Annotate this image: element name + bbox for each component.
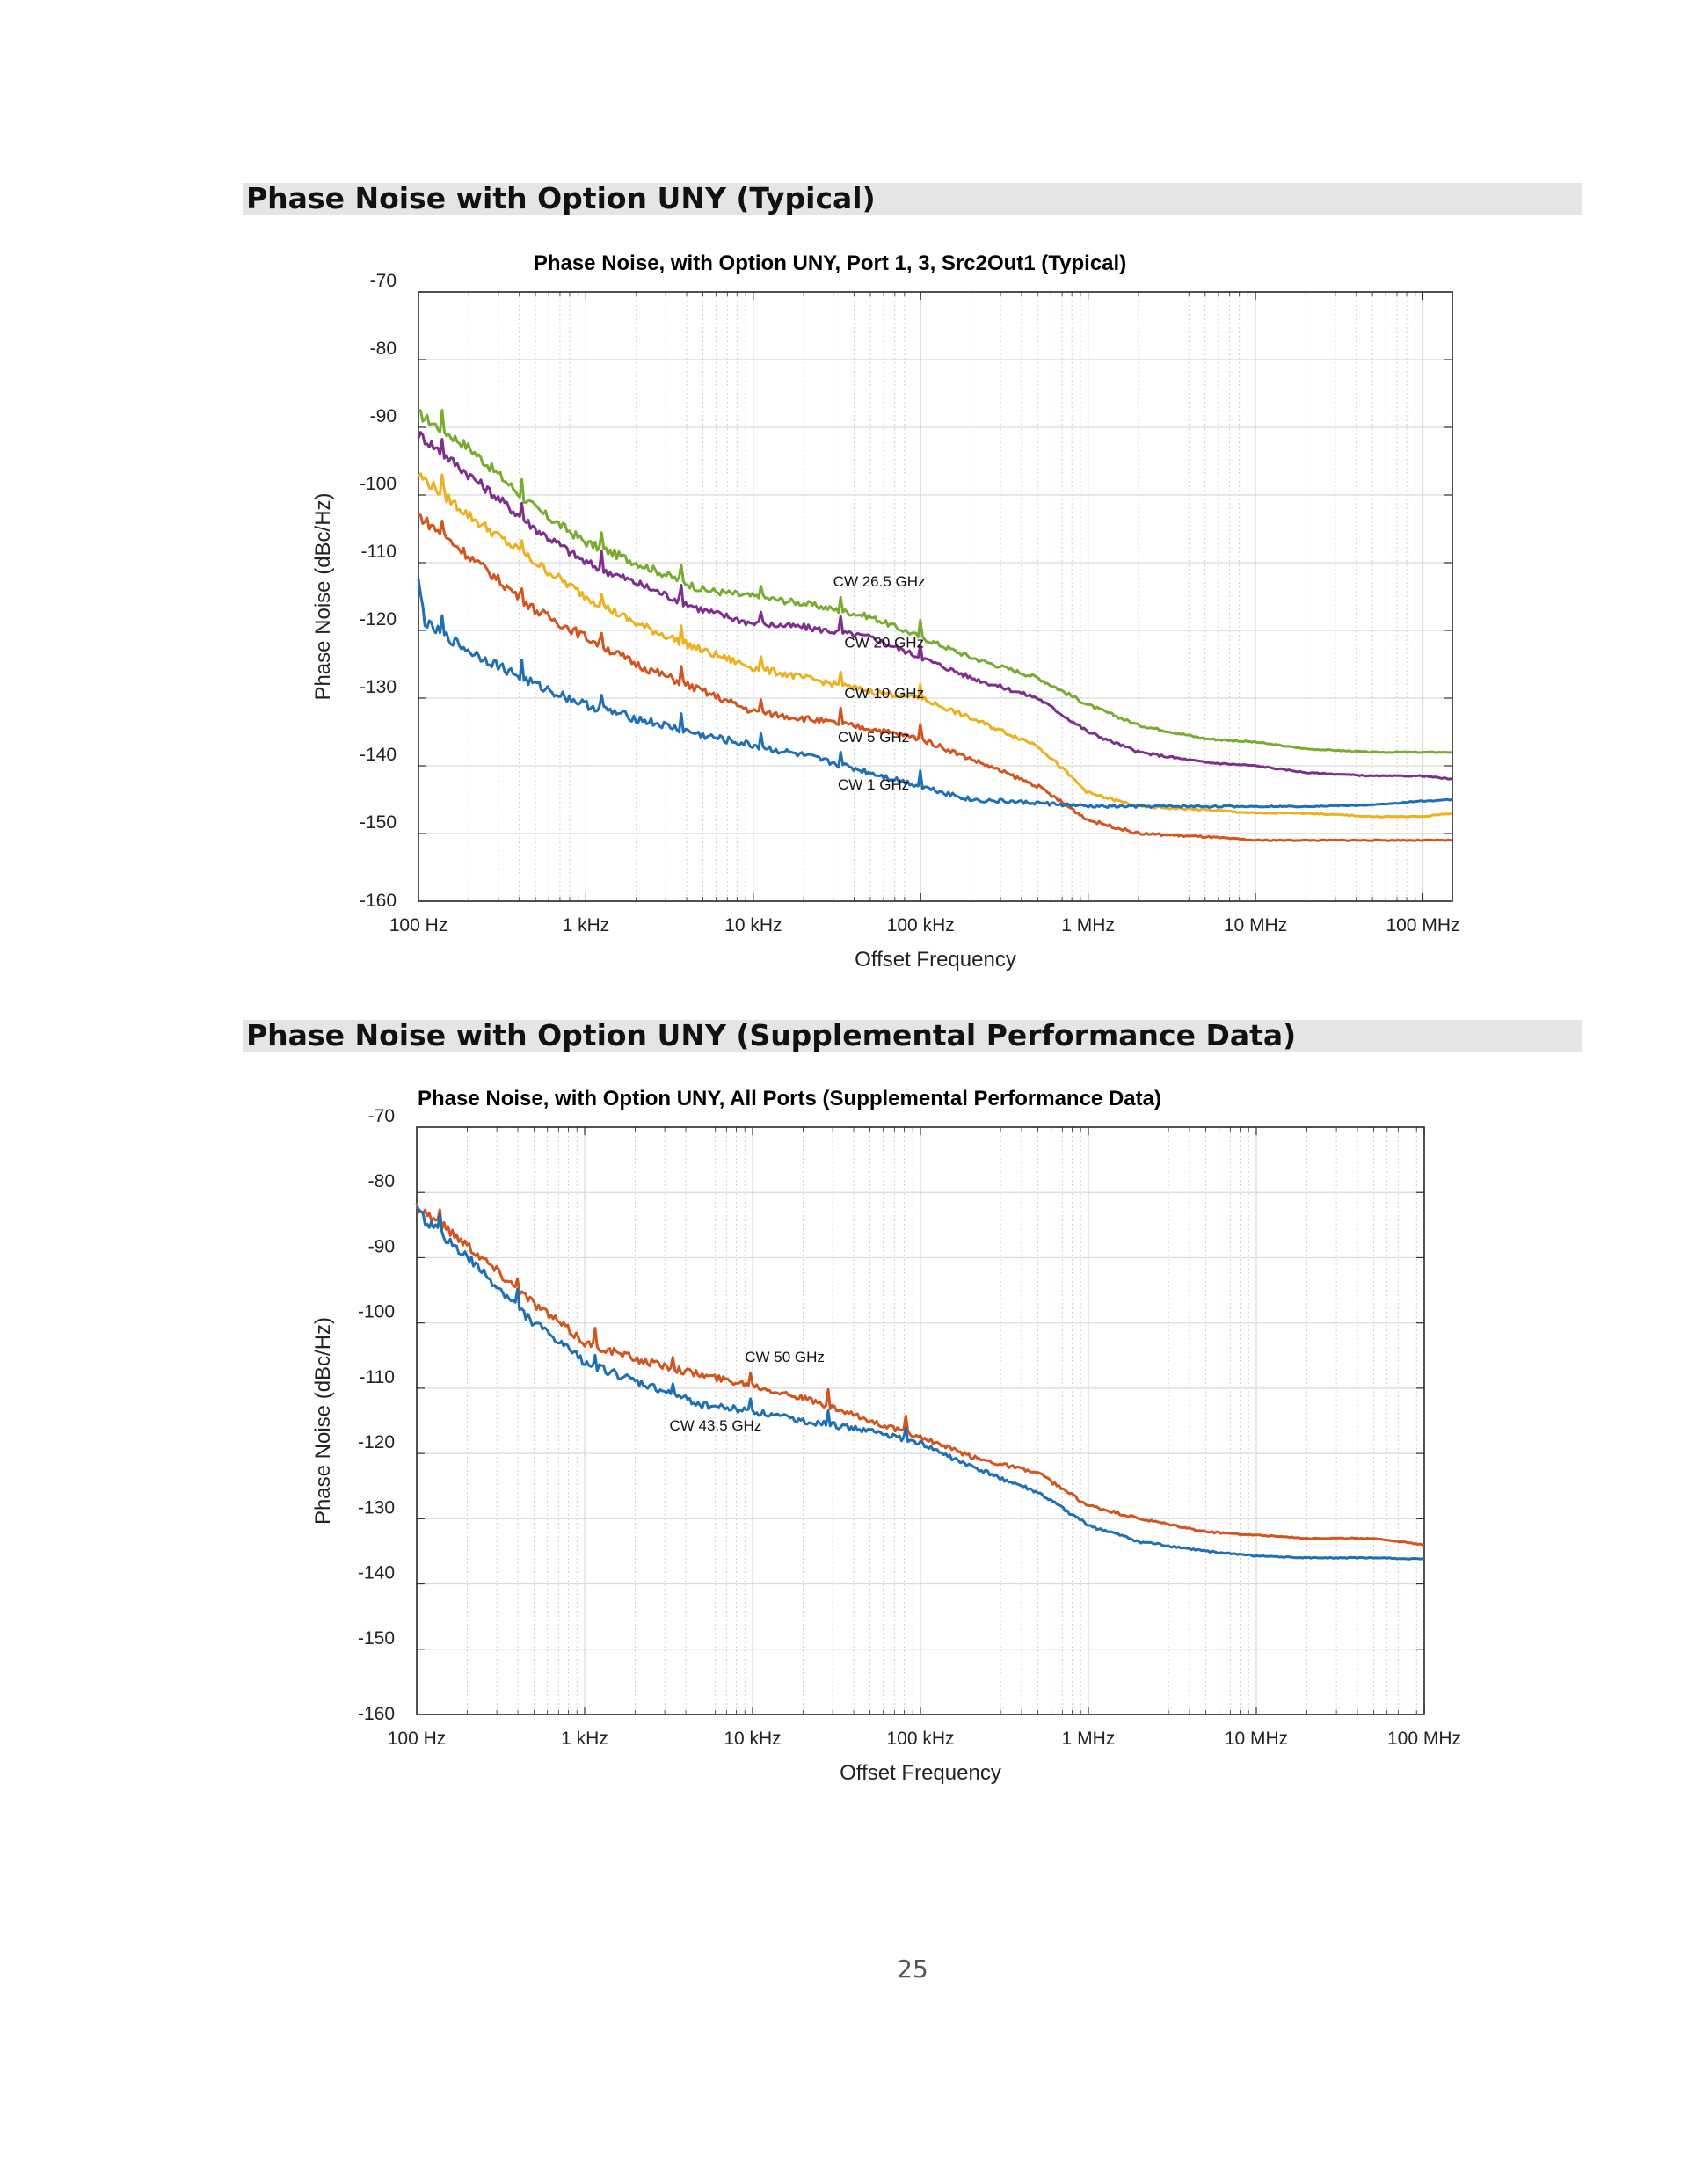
- phase-noise-chart-typical: CW 26.5 GHz CW 20 GHz CW 10 GHz CW 5 GHz CW …: [311, 251, 1459, 972]
- x-tick-label: 10 kHz: [724, 1729, 781, 1749]
- y-tick-label: -130: [360, 677, 397, 697]
- y-tick-label: -100: [358, 1302, 395, 1322]
- series-line-cw-20-ghz: [417, 431, 1452, 781]
- page-number: 25: [897, 1955, 928, 1984]
- y-tick-label: -100: [360, 474, 397, 494]
- section-title-supplemental: Phase Noise with Option UNY (Supplementa…: [246, 1018, 1297, 1052]
- y-tick-label: -90: [370, 406, 397, 426]
- y-tick-label: -70: [370, 271, 397, 291]
- section-bar-supplemental: [243, 1020, 1582, 1052]
- series-annotation-label: CW 1 GHz: [838, 776, 909, 793]
- y-tick-label: -80: [368, 1171, 395, 1191]
- x-tick-label: 10 MHz: [1225, 1729, 1288, 1749]
- x-tick-label: 1 kHz: [561, 1729, 608, 1749]
- x-tick-label: 1 MHz: [1062, 1729, 1116, 1749]
- plot-frame: [416, 1126, 1425, 1715]
- y-tick-label: -90: [368, 1236, 395, 1256]
- series-line-cw-10-ghz: [417, 472, 1453, 819]
- section-title-typical: Phase Noise with Option UNY (Typical): [246, 181, 876, 215]
- series-annotation-label: CW 10 GHz: [844, 685, 924, 702]
- series-annotation-label: CW 20 GHz: [844, 634, 924, 651]
- y-tick-label: -160: [358, 1704, 395, 1724]
- series-line-cw-5-ghz: [418, 513, 1453, 842]
- y-tick-label: -160: [360, 891, 397, 911]
- series-annotation-label: CW 50 GHz: [745, 1349, 825, 1365]
- series-line-cw-43-5-ghz: [415, 1205, 1425, 1561]
- phase-noise-chart-supplemental: CW 50 GHz CW 43.5 GHz 100 Hz 1 kHz 10 kHz 100…: [311, 1087, 1461, 1785]
- y-axis-label: Phase Noise (dBc/Hz): [311, 492, 335, 700]
- x-tick-label: 1 MHz: [1061, 915, 1115, 935]
- x-tick-label: 100 Hz: [388, 1729, 447, 1749]
- x-axis-label: Offset Frequency: [840, 1761, 1001, 1785]
- y-tick-label: -130: [358, 1497, 395, 1518]
- chart-title: Phase Noise, with Option UNY, Port 1, 3,…: [534, 251, 1126, 275]
- y-tick-label: -150: [360, 812, 397, 833]
- series-annotation-label: CW 5 GHz: [838, 729, 909, 746]
- x-tick-label: 10 MHz: [1224, 915, 1287, 935]
- x-tick-label: 100 kHz: [887, 915, 955, 935]
- series-annotation-label: CW 43.5 GHz: [669, 1417, 761, 1434]
- chart-title: Phase Noise, with Option UNY, All Ports …: [418, 1087, 1161, 1110]
- series-line-cw-1-ghz: [417, 579, 1453, 810]
- plot-frame: [418, 291, 1453, 902]
- minor-grid: [466, 1127, 1417, 1714]
- x-axis-label: Offset Frequency: [855, 948, 1016, 972]
- series-annotation-label: CW 26.5 GHz: [833, 573, 926, 590]
- series-line-cw-50-ghz: [415, 1202, 1425, 1547]
- x-tick-label: 100 kHz: [886, 1729, 954, 1749]
- y-tick-label: -80: [370, 339, 397, 359]
- major-grid: [417, 1127, 1425, 1714]
- y-tick-label: -70: [368, 1106, 395, 1126]
- y-tick-label: -150: [358, 1628, 395, 1649]
- x-tick-label: 100 MHz: [1386, 915, 1459, 935]
- y-tick-label: -140: [360, 745, 397, 765]
- x-tick-label: 100 MHz: [1387, 1729, 1461, 1749]
- series-line-cw-26-5-ghz: [418, 408, 1452, 754]
- y-tick-label: -120: [358, 1432, 395, 1452]
- minor-grid: [468, 292, 1416, 901]
- series-group: [415, 1202, 1425, 1561]
- y-axis-label: Phase Noise (dBc/Hz): [311, 1317, 335, 1525]
- y-tick-label: -110: [360, 1367, 395, 1387]
- y-tick-label: -120: [360, 609, 397, 630]
- section-bar-typical: [243, 183, 1582, 215]
- major-grid: [418, 292, 1452, 901]
- x-tick-label: 1 kHz: [563, 915, 610, 935]
- y-tick-label: -110: [361, 542, 397, 562]
- x-tick-label: 100 Hz: [389, 915, 448, 935]
- x-tick-label: 10 kHz: [724, 915, 782, 935]
- series-group: [417, 408, 1453, 842]
- y-tick-label: -140: [358, 1563, 395, 1583]
